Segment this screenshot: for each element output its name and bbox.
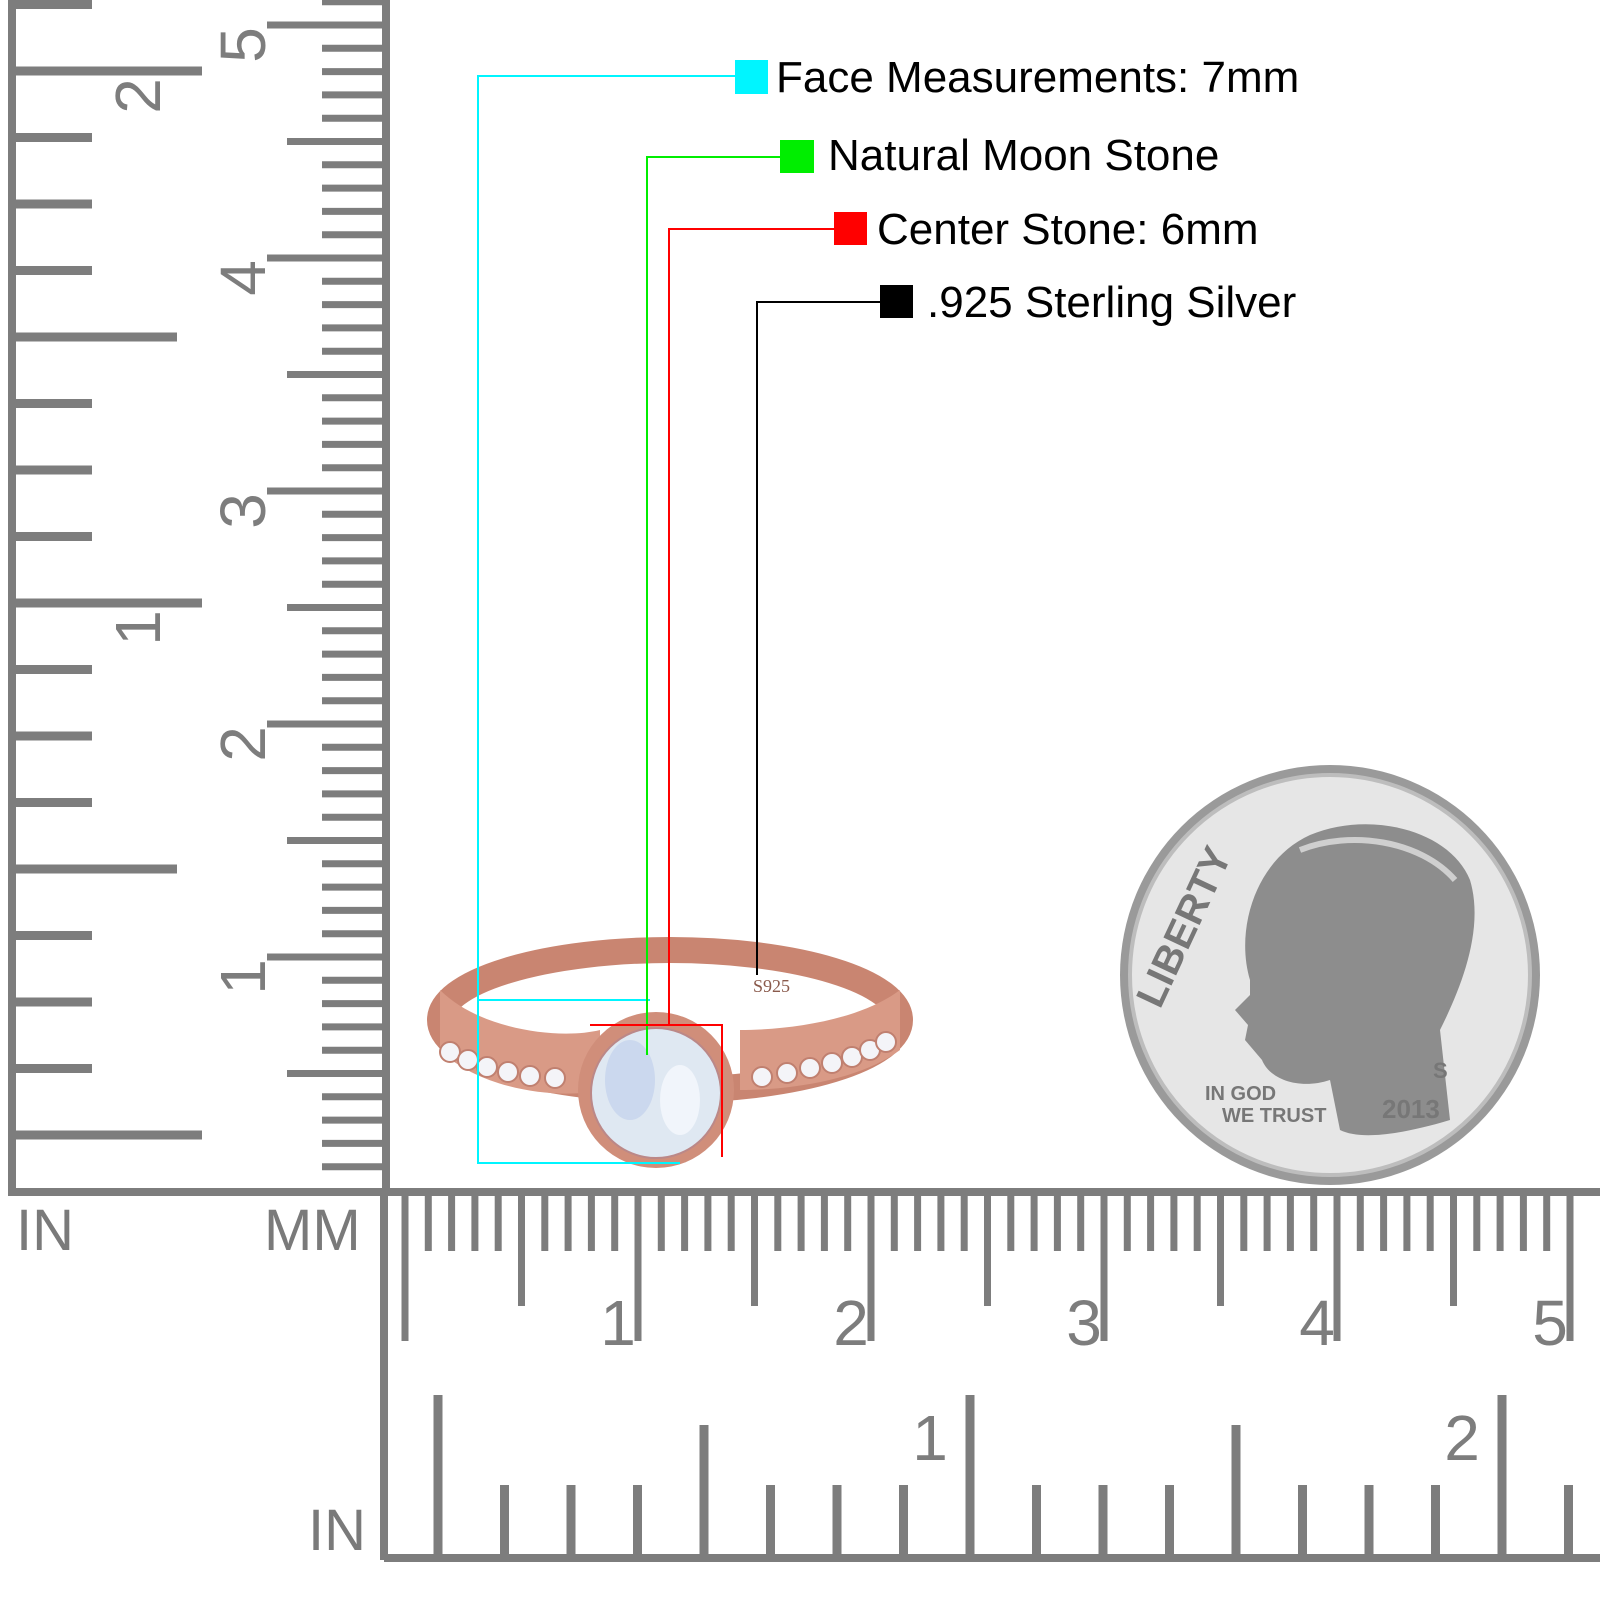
pave-diamond [497, 1061, 519, 1083]
legend-face-measurements: Face Measurements: 7mm [776, 53, 1300, 102]
pave-stones [439, 1031, 897, 1089]
center-leader-line [668, 228, 834, 1025]
pave-diamond [439, 1041, 461, 1063]
legend-natural-moon-stone: Natural Moon Stone [828, 131, 1220, 180]
face-leader-line [477, 75, 735, 1164]
coin-motto-1: IN GOD [1205, 1083, 1276, 1105]
vertical-cm-label: 3 [207, 493, 279, 529]
pave-diamond [821, 1052, 843, 1074]
legend-swatch-metal [880, 285, 913, 318]
horizontal-cm-label: 2 [833, 1287, 869, 1359]
horizontal-inch-label: 2 [1444, 1402, 1480, 1474]
pave-diamond [799, 1057, 821, 1079]
ring-stamp: S925 [753, 976, 790, 996]
pave-diamond [751, 1066, 773, 1088]
coin-portrait [1235, 824, 1475, 1136]
vertical-cm-label: 4 [207, 260, 279, 296]
pave-diamond [519, 1065, 541, 1087]
horizontal-inch-label: 1 [912, 1402, 948, 1474]
vertical-inch-label: 2 [102, 78, 174, 114]
horizontal-cm-label: 1 [600, 1287, 636, 1359]
legend-sterling-silver: .925 Sterling Silver [927, 278, 1297, 327]
metal-leader-line [756, 301, 880, 975]
vertical-inch-label: 1 [102, 610, 174, 646]
coin-mint-mark: S [1433, 1058, 1448, 1083]
dime-coin: LIBERTY IN GOD WE TRUST 2013 S [1120, 765, 1540, 1185]
legend-swatch-face [735, 60, 768, 94]
coin-motto-2: WE TRUST [1222, 1105, 1326, 1127]
center-size-bracket [590, 1024, 723, 1157]
horizontal-cm-label: 5 [1532, 1287, 1568, 1359]
legend-center-stone: Center Stone: 6mm [877, 205, 1259, 254]
pave-diamond [875, 1031, 897, 1053]
pave-diamond [476, 1056, 498, 1078]
legend-swatch-stone [780, 140, 814, 173]
ruler-in-label-left: IN [16, 1198, 74, 1263]
horizontal-cm-label: 3 [1066, 1287, 1102, 1359]
pave-diamond [776, 1062, 798, 1084]
pave-diamond [544, 1067, 566, 1089]
pave-diamond [457, 1049, 479, 1071]
ruler-mm-label: MM [264, 1198, 361, 1263]
stone-leader-line [646, 156, 780, 1055]
vertical-cm-label: 1 [207, 959, 279, 995]
vertical-cm-label: 5 [207, 27, 279, 63]
vertical-cm-label: 2 [207, 726, 279, 762]
horizontal-cm-label: 4 [1299, 1287, 1335, 1359]
coin-year: 2013 [1382, 1094, 1440, 1124]
ruler-in-label-bottom: IN [308, 1498, 366, 1563]
legend-swatch-center [834, 212, 867, 245]
